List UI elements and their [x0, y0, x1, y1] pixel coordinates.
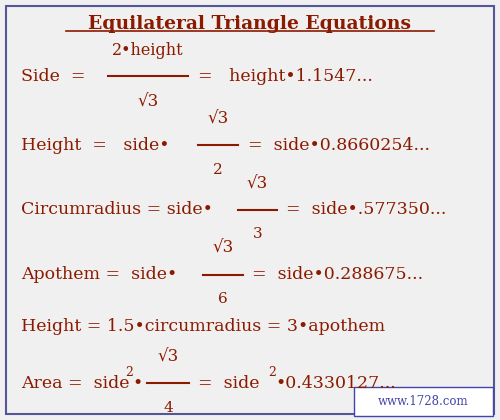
Text: 3: 3: [252, 228, 262, 241]
Text: 2: 2: [124, 366, 132, 379]
FancyBboxPatch shape: [354, 387, 492, 416]
Text: Equilateral Triangle Equations: Equilateral Triangle Equations: [88, 16, 411, 33]
Text: Apothem =  side•: Apothem = side•: [22, 266, 178, 283]
Text: Height = 1.5•circumradius = 3•apothem: Height = 1.5•circumradius = 3•apothem: [22, 318, 386, 335]
Text: 6: 6: [218, 292, 228, 306]
Text: √3: √3: [158, 349, 178, 365]
Text: √3: √3: [212, 240, 234, 257]
Text: √3: √3: [247, 176, 268, 192]
Text: Area =  side: Area = side: [22, 375, 130, 391]
Text: 2: 2: [213, 163, 222, 177]
Text: =  side•0.288675...: = side•0.288675...: [252, 266, 424, 283]
Text: 2•height: 2•height: [112, 42, 184, 59]
Text: =  side•.577350...: = side•.577350...: [286, 202, 446, 218]
Text: Circumradius = side•: Circumradius = side•: [22, 202, 213, 218]
Text: 4: 4: [163, 401, 173, 415]
Text: √3: √3: [138, 94, 158, 111]
Text: 2: 2: [268, 366, 276, 379]
Text: Height  =   side•: Height = side•: [22, 137, 170, 154]
Text: Side  =: Side =: [22, 68, 86, 85]
Text: =  side•0.8660254...: = side•0.8660254...: [248, 137, 430, 154]
Text: www.1728.com: www.1728.com: [378, 395, 469, 408]
Text: =   height•1.1547...: = height•1.1547...: [198, 68, 372, 85]
Text: =  side: = side: [198, 375, 260, 391]
Text: •0.4330127...: •0.4330127...: [276, 375, 396, 391]
Text: √3: √3: [207, 111, 229, 128]
FancyBboxPatch shape: [6, 5, 494, 415]
Text: •: •: [132, 375, 142, 391]
